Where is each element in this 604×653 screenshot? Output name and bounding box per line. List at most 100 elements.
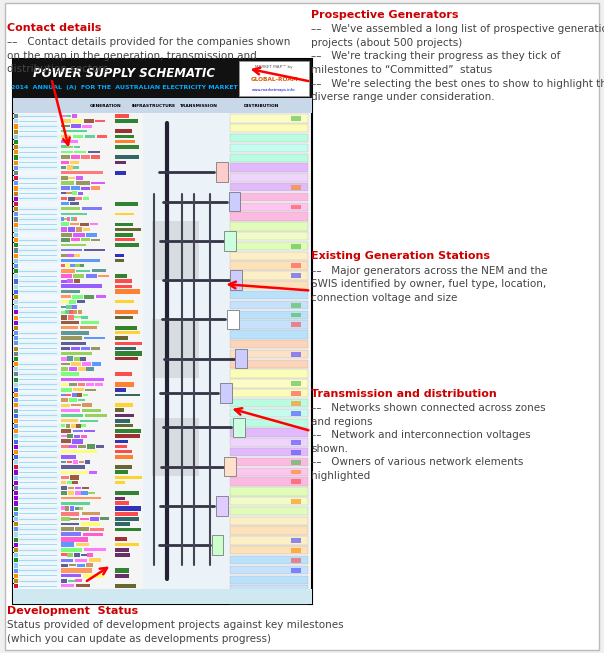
Bar — [19, 477, 57, 478]
Bar — [64, 218, 67, 221]
Bar — [14, 558, 18, 562]
Bar — [14, 176, 18, 180]
Bar — [230, 232, 308, 240]
Bar — [61, 140, 69, 143]
Bar — [13, 197, 60, 201]
Bar — [61, 543, 74, 547]
Bar — [13, 367, 60, 372]
Bar — [88, 553, 94, 557]
Bar — [224, 231, 236, 251]
Bar — [216, 163, 228, 182]
FancyBboxPatch shape — [5, 3, 599, 650]
Bar — [90, 517, 99, 521]
Bar — [291, 204, 301, 210]
Bar — [115, 342, 142, 345]
Bar — [13, 155, 60, 160]
Bar — [61, 398, 68, 402]
Bar — [71, 362, 80, 366]
Bar — [19, 245, 57, 246]
Bar — [230, 281, 308, 289]
Bar — [115, 434, 140, 438]
Bar — [14, 233, 18, 237]
Bar — [61, 197, 67, 200]
Bar — [14, 517, 18, 521]
Bar — [14, 336, 18, 340]
Bar — [13, 511, 60, 517]
Bar — [14, 455, 18, 459]
Bar — [14, 367, 18, 372]
Bar — [230, 291, 308, 299]
Bar — [76, 584, 90, 588]
Bar — [19, 493, 57, 494]
Bar — [19, 343, 57, 344]
Bar — [68, 486, 74, 489]
Bar — [115, 502, 129, 505]
Bar — [115, 382, 133, 387]
Bar — [82, 125, 92, 128]
Bar — [14, 548, 18, 552]
Bar — [13, 207, 60, 212]
Bar — [13, 176, 60, 180]
Bar — [74, 507, 79, 509]
Bar — [13, 325, 60, 330]
Bar — [95, 295, 106, 298]
Bar — [91, 182, 105, 184]
Bar — [19, 575, 57, 577]
Bar — [85, 460, 91, 464]
Bar — [115, 259, 124, 262]
Bar — [230, 428, 308, 437]
Bar — [73, 274, 85, 278]
Bar — [13, 434, 60, 439]
Bar — [61, 377, 104, 381]
Bar — [115, 553, 130, 557]
Bar — [95, 119, 105, 122]
Bar — [291, 567, 301, 573]
Bar — [76, 197, 82, 200]
Bar — [61, 249, 82, 251]
Bar — [88, 151, 100, 153]
Bar — [61, 306, 66, 308]
Bar — [81, 155, 90, 159]
Bar — [85, 135, 95, 138]
Bar — [115, 599, 124, 603]
Bar — [230, 193, 308, 201]
Bar — [61, 497, 100, 500]
Bar — [230, 438, 308, 447]
Bar — [13, 59, 312, 604]
Bar — [230, 270, 242, 290]
Bar — [13, 238, 60, 242]
Bar — [291, 381, 301, 386]
Bar — [67, 165, 72, 170]
Bar — [115, 145, 139, 149]
Bar — [115, 135, 134, 138]
Bar — [14, 191, 18, 196]
Bar — [13, 160, 60, 165]
Bar — [79, 445, 86, 448]
Bar — [61, 589, 80, 593]
Bar — [115, 336, 127, 340]
Bar — [61, 511, 80, 516]
Text: INFRASTRUCTURE: INFRASTRUCTURE — [132, 104, 176, 108]
Bar — [14, 450, 18, 454]
Bar — [115, 114, 129, 118]
Bar — [13, 496, 60, 501]
Bar — [230, 261, 308, 270]
Bar — [19, 462, 57, 463]
Bar — [71, 404, 81, 406]
Bar — [80, 264, 85, 267]
Bar — [61, 295, 71, 298]
Bar — [97, 135, 108, 138]
Bar — [13, 114, 60, 118]
Bar — [61, 600, 99, 603]
Bar — [14, 295, 18, 299]
Bar — [19, 498, 57, 499]
Bar — [19, 167, 57, 168]
Bar — [61, 502, 90, 505]
Bar — [115, 238, 135, 241]
Bar — [83, 229, 90, 231]
Text: Prospective Generators: Prospective Generators — [311, 10, 458, 20]
Bar — [61, 584, 74, 588]
Bar — [230, 536, 308, 545]
Bar — [14, 217, 18, 221]
Bar — [61, 352, 92, 355]
